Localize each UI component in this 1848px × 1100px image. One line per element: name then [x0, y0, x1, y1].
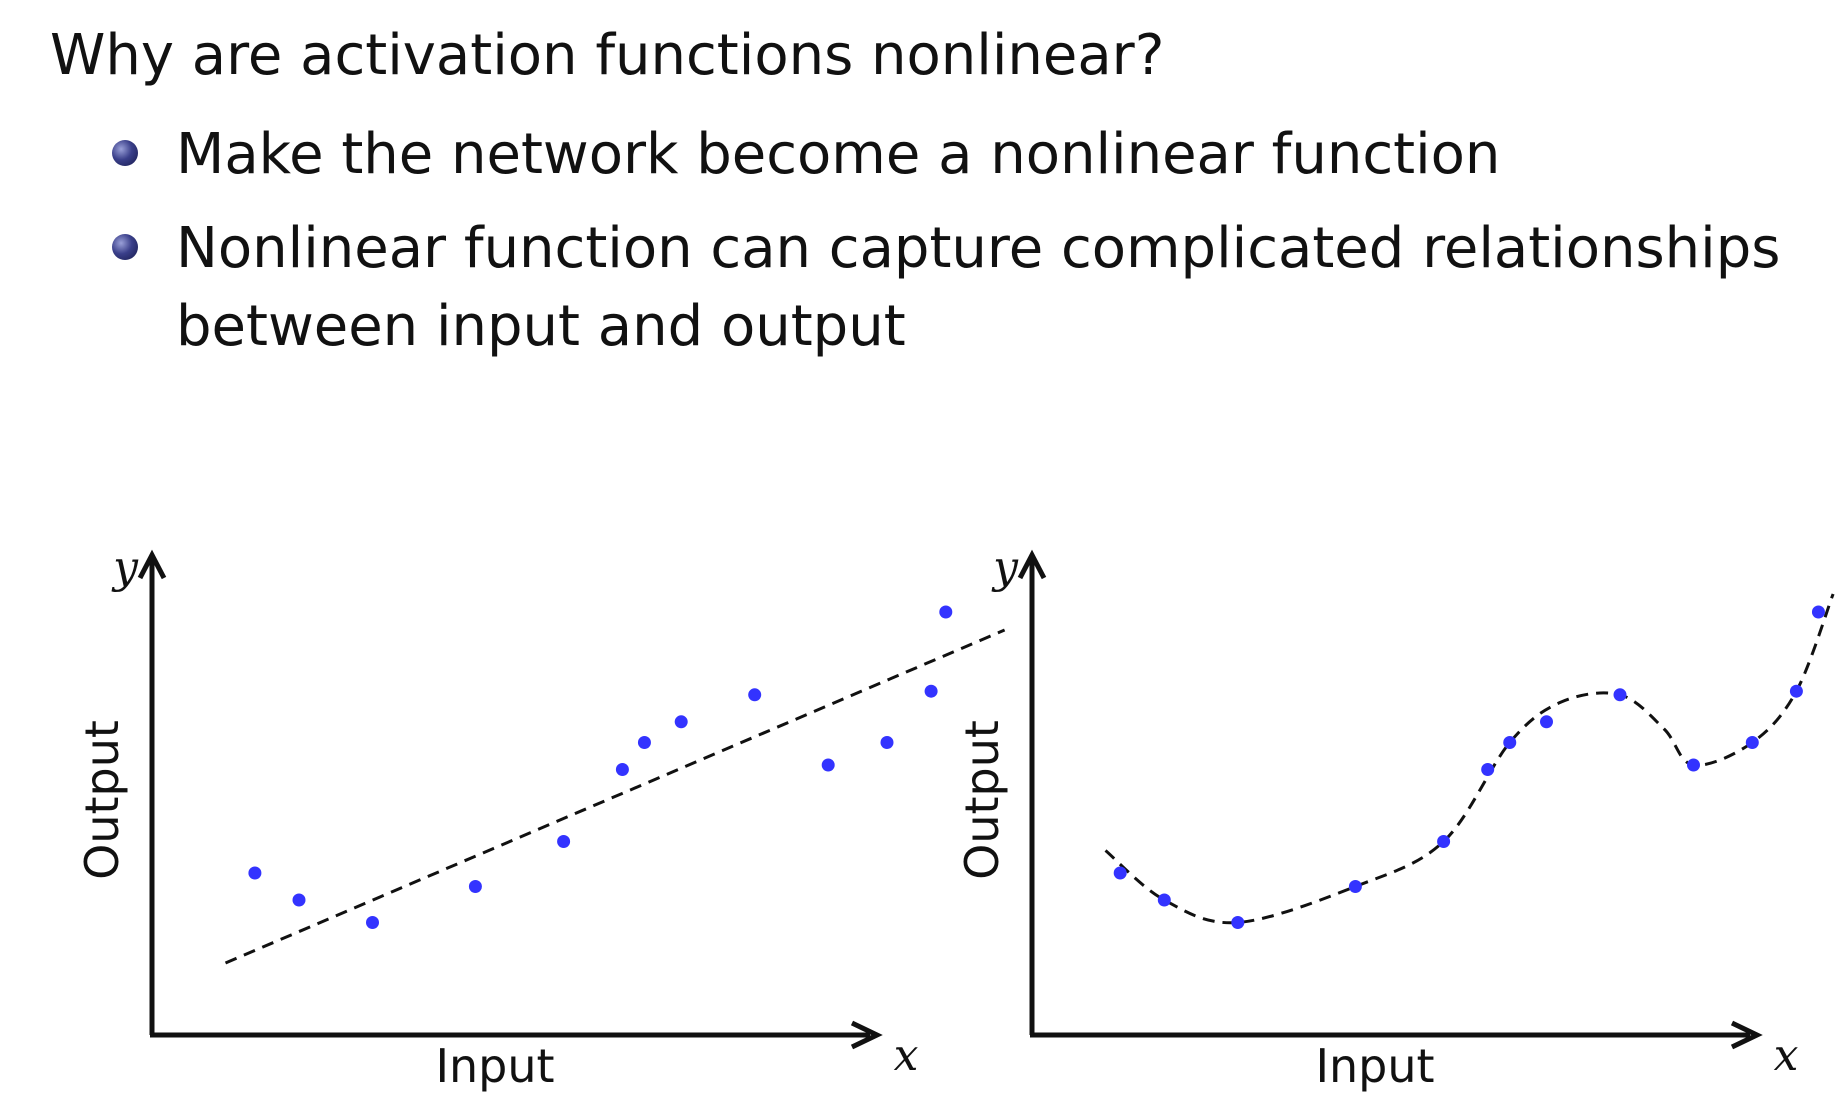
bullet-text-line: Nonlinear function can capture complicat…: [176, 216, 1781, 281]
data-point: [1437, 835, 1451, 848]
data-point: [557, 835, 571, 848]
data-point: [1811, 605, 1825, 619]
chart-svg: y x Input Output: [955, 542, 1835, 1093]
bullet-dot-icon: [112, 140, 138, 166]
linear-fit-chart: y x Input Output: [0, 500, 1006, 1100]
x-var-label: x: [1774, 1030, 1799, 1081]
x-axis-arrowhead: [1730, 1020, 1763, 1050]
data-point: [1745, 736, 1759, 749]
data-point: [1540, 715, 1553, 729]
data-point: [939, 605, 953, 619]
bullet-dot-icon: [112, 234, 138, 260]
data-point: [292, 893, 306, 907]
data-point: [821, 758, 835, 772]
x-axis-title: Input: [1315, 1039, 1434, 1093]
data-point: [748, 688, 762, 702]
slide-title: Why are activation functions nonlinear?: [50, 23, 1165, 88]
y-axis-arrowhead: [1017, 549, 1047, 580]
y-var-label: y: [111, 542, 139, 593]
y-axis-title: Output: [955, 720, 1009, 880]
y-var-label: y: [991, 542, 1019, 593]
x-var-label: x: [894, 1030, 919, 1081]
chart-marks: [224, 605, 1006, 965]
data-point: [1113, 866, 1127, 880]
bullet-text: Make the network become a nonlinear func…: [176, 122, 1501, 187]
bullet-item: Make the network become a nonlinear func…: [112, 116, 1500, 194]
x-axis-title: Input: [435, 1039, 554, 1093]
data-point: [248, 866, 262, 880]
data-point: [637, 736, 651, 749]
data-point: [880, 736, 894, 749]
data-point: [1157, 893, 1171, 907]
data-point: [1503, 736, 1517, 749]
y-axis-arrowhead: [137, 549, 167, 580]
data-point: [1348, 880, 1362, 893]
data-point: [1687, 758, 1700, 772]
data-point: [1231, 916, 1245, 929]
data-point: [615, 763, 629, 776]
fit-line: [224, 628, 1006, 965]
bullet-item: Nonlinear function can capture complicat…: [112, 210, 1780, 366]
chart-svg: y x Input Output: [75, 542, 1006, 1093]
x-axis-arrowhead: [850, 1020, 883, 1050]
bullet-text-line: between input and output: [176, 294, 906, 359]
data-point: [674, 715, 688, 729]
nonlinear-fit-chart: y x Input Output: [880, 500, 1835, 1100]
data-point: [924, 684, 938, 698]
data-point: [468, 880, 482, 893]
y-axis-title: Output: [75, 720, 129, 880]
fit-line: [1104, 593, 1835, 925]
chart-marks: [1104, 593, 1835, 929]
data-point: [1613, 688, 1627, 702]
data-point: [366, 916, 379, 929]
bullet-text: Nonlinear function can capture complicat…: [176, 210, 1780, 366]
data-point: [1481, 763, 1495, 776]
data-point: [1789, 684, 1803, 698]
